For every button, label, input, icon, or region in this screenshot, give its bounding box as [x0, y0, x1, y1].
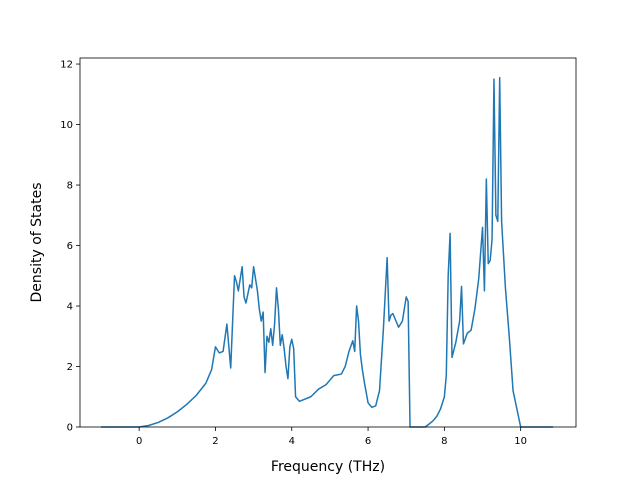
y-axis-ticks: 0 2 4 6 8 10 12 [60, 60, 80, 434]
x-tick-label: 2 [212, 436, 218, 447]
y-tick-label: 10 [60, 120, 73, 131]
x-tick-label: 0 [136, 436, 142, 447]
y-axis-label: Density of States [29, 183, 45, 303]
x-axis-label: Frequency (THz) [271, 459, 385, 475]
plot-area [100, 76, 554, 428]
axes-frame [79, 57, 577, 428]
y-tick-label: 12 [60, 60, 73, 71]
x-tick-label: 6 [365, 436, 371, 447]
series-line-dos [100, 76, 554, 428]
x-tick-label: 8 [441, 436, 447, 447]
y-tick-label: 4 [67, 302, 73, 313]
y-tick-label: 2 [67, 362, 73, 373]
x-tick-label: 10 [514, 436, 527, 447]
x-axis-ticks: 0 2 4 6 8 10 [136, 427, 527, 447]
y-tick-label: 8 [67, 181, 73, 192]
y-tick-label: 6 [67, 241, 73, 252]
y-tick-label: 0 [67, 423, 73, 434]
x-tick-label: 4 [289, 436, 295, 447]
